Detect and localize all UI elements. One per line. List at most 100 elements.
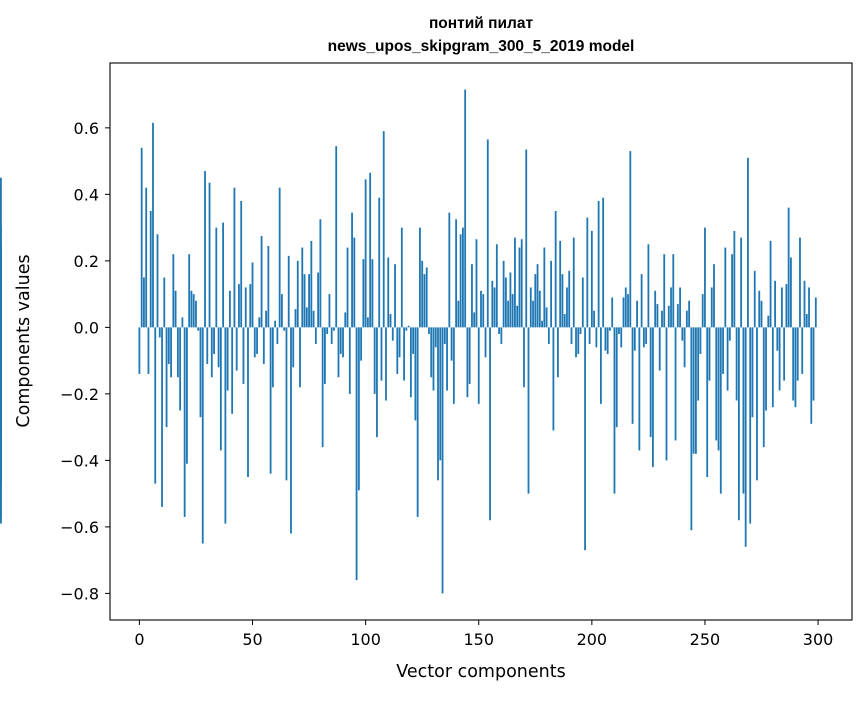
bar xyxy=(271,327,274,388)
bar xyxy=(238,284,240,328)
bar xyxy=(165,327,168,428)
bar xyxy=(758,290,761,328)
bar xyxy=(290,327,292,534)
bar xyxy=(439,327,442,461)
bar xyxy=(310,240,313,328)
bar xyxy=(579,327,582,335)
bar xyxy=(256,327,258,354)
bar xyxy=(507,300,510,328)
bar xyxy=(328,294,331,328)
bar xyxy=(568,270,571,328)
bar xyxy=(283,327,286,331)
bar xyxy=(262,327,265,364)
bar xyxy=(396,327,399,374)
bar xyxy=(724,247,727,328)
bar xyxy=(674,327,677,441)
bar xyxy=(785,284,788,328)
x-axis: 0 50 100 150 200 250 300 xyxy=(134,620,833,649)
bar xyxy=(441,327,444,594)
bar xyxy=(414,327,417,421)
chart-title: понтий пилат xyxy=(429,15,534,32)
bar xyxy=(554,210,557,328)
bar xyxy=(525,149,528,328)
bar xyxy=(491,280,494,328)
y-tick-label: −0.8 xyxy=(60,584,99,603)
bar xyxy=(448,212,451,328)
bar xyxy=(405,327,408,331)
bar xyxy=(138,327,141,374)
x-tick-label: 300 xyxy=(803,630,834,649)
bar xyxy=(728,327,731,341)
bar xyxy=(566,287,568,328)
bar xyxy=(704,227,706,328)
bar xyxy=(552,327,555,431)
bar xyxy=(188,254,191,328)
bar xyxy=(697,327,700,401)
bar xyxy=(618,327,620,335)
bar xyxy=(145,187,148,328)
bar xyxy=(217,327,220,368)
bar xyxy=(337,327,340,378)
bar xyxy=(419,227,421,328)
bar xyxy=(242,327,245,384)
y-tick-label: 0.0 xyxy=(74,318,99,337)
bar xyxy=(251,262,254,328)
bar xyxy=(464,89,467,328)
bar xyxy=(584,327,586,551)
bar xyxy=(353,237,356,328)
bar xyxy=(226,327,229,391)
bar xyxy=(663,254,666,328)
bar xyxy=(523,327,525,388)
bar xyxy=(296,260,299,328)
bar xyxy=(570,327,573,344)
chart-subtitle: news_upos_skipgram_300_5_2019 model xyxy=(328,38,635,55)
bar xyxy=(778,327,781,391)
bar xyxy=(495,244,498,328)
bar xyxy=(416,327,419,517)
bar xyxy=(407,325,410,328)
bar xyxy=(140,147,143,328)
bar xyxy=(201,327,204,544)
bar xyxy=(713,264,715,328)
bar xyxy=(276,327,279,344)
bar xyxy=(326,327,329,335)
bar xyxy=(762,327,765,448)
y-tick-label: −0.2 xyxy=(60,385,99,404)
bar xyxy=(672,254,675,328)
bar xyxy=(561,274,564,328)
bar xyxy=(688,300,691,328)
y-axis: −0.8 −0.6 −0.4 −0.2 0.0 0.2 0.4 0.6 xyxy=(60,119,110,603)
bar xyxy=(810,327,813,424)
bar xyxy=(550,260,553,328)
bar xyxy=(421,260,424,328)
bar xyxy=(267,245,270,328)
bar xyxy=(545,307,548,328)
bar xyxy=(790,257,792,328)
bar xyxy=(265,310,267,328)
bar xyxy=(529,287,532,328)
bar xyxy=(373,327,376,394)
bar xyxy=(360,327,363,361)
bar xyxy=(652,327,654,468)
bar xyxy=(706,327,709,478)
bar xyxy=(167,327,170,364)
bar xyxy=(369,172,372,328)
bar xyxy=(473,312,476,328)
bar xyxy=(708,327,711,381)
bar xyxy=(319,219,322,328)
bar xyxy=(486,139,489,328)
bar xyxy=(462,227,464,328)
bar xyxy=(803,280,806,328)
bar xyxy=(543,247,546,328)
bar xyxy=(305,307,308,328)
bar xyxy=(536,264,539,328)
bar xyxy=(235,327,238,371)
bar xyxy=(154,327,157,484)
bar xyxy=(699,327,702,354)
bar xyxy=(437,327,439,481)
bar xyxy=(642,327,645,348)
bar xyxy=(213,327,215,354)
bar xyxy=(387,257,390,328)
